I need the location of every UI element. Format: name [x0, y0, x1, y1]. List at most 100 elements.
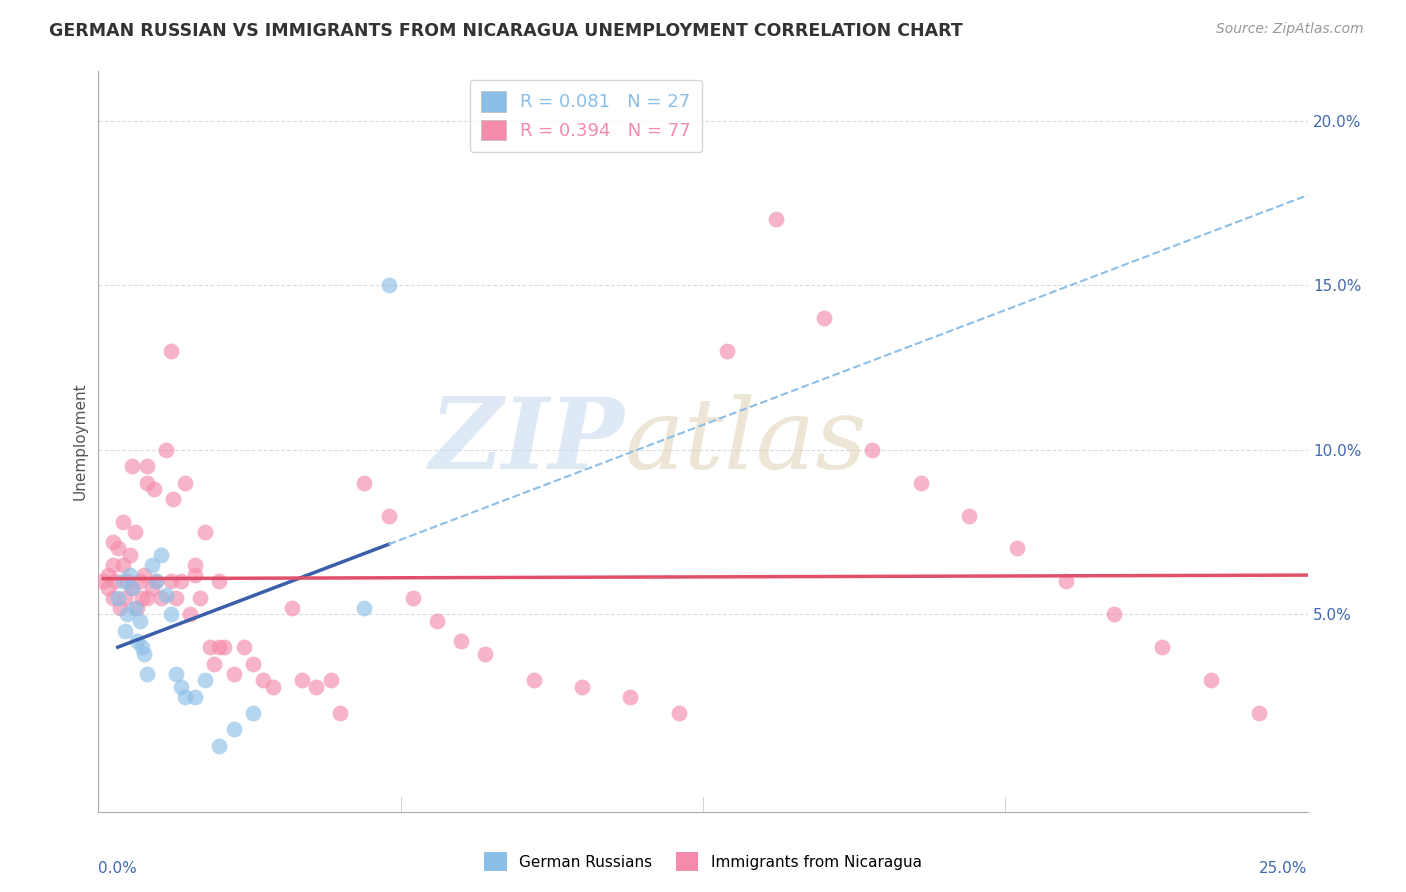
Point: [281, 600, 304, 615]
Text: Source: ZipAtlas.com: Source: ZipAtlas.com: [1216, 22, 1364, 37]
Point: [174, 690, 197, 704]
Point: [128, 614, 150, 628]
Point: [121, 459, 143, 474]
Point: [208, 640, 231, 655]
Point: [208, 574, 231, 589]
Point: [127, 633, 149, 648]
Point: [184, 690, 207, 704]
Point: [716, 344, 738, 359]
Point: [145, 574, 167, 589]
Point: [377, 508, 399, 523]
Point: [118, 567, 141, 582]
Point: [571, 680, 593, 694]
Point: [165, 666, 187, 681]
Point: [765, 212, 787, 227]
Point: [1007, 541, 1029, 556]
Point: [160, 344, 183, 359]
Text: ZIP: ZIP: [429, 393, 624, 490]
Y-axis label: Unemployment: Unemployment: [72, 383, 87, 500]
Point: [101, 591, 124, 605]
Point: [184, 567, 207, 582]
Point: [174, 475, 197, 490]
Point: [305, 680, 328, 694]
Point: [135, 475, 157, 490]
Point: [91, 574, 114, 589]
Point: [957, 508, 980, 523]
Point: [160, 607, 183, 622]
Point: [97, 567, 120, 582]
Text: 0.0%: 0.0%: [98, 861, 138, 876]
Point: [319, 673, 342, 687]
Point: [668, 706, 690, 720]
Point: [474, 647, 496, 661]
Point: [131, 640, 153, 655]
Point: [402, 591, 425, 605]
Point: [1199, 673, 1222, 687]
Point: [135, 666, 157, 681]
Point: [184, 558, 207, 572]
Legend: R = 0.081   N = 27, R = 0.394   N = 77: R = 0.081 N = 27, R = 0.394 N = 77: [470, 79, 702, 152]
Point: [145, 574, 167, 589]
Point: [204, 657, 226, 671]
Point: [104, 574, 127, 589]
Point: [179, 607, 201, 622]
Point: [198, 640, 221, 655]
Point: [232, 640, 254, 655]
Point: [252, 673, 274, 687]
Point: [124, 600, 146, 615]
Point: [121, 581, 143, 595]
Point: [134, 647, 156, 661]
Point: [143, 482, 166, 496]
Point: [1102, 607, 1125, 622]
Point: [114, 591, 136, 605]
Point: [128, 574, 150, 589]
Point: [121, 581, 143, 595]
Text: atlas: atlas: [624, 394, 868, 489]
Point: [242, 706, 264, 720]
Point: [160, 574, 183, 589]
Point: [212, 640, 235, 655]
Point: [619, 690, 641, 704]
Point: [242, 657, 264, 671]
Point: [1152, 640, 1174, 655]
Point: [141, 581, 163, 595]
Point: [134, 567, 156, 582]
Point: [155, 442, 177, 457]
Point: [155, 588, 177, 602]
Point: [97, 581, 120, 595]
Point: [111, 558, 134, 572]
Text: GERMAN RUSSIAN VS IMMIGRANTS FROM NICARAGUA UNEMPLOYMENT CORRELATION CHART: GERMAN RUSSIAN VS IMMIGRANTS FROM NICARA…: [49, 22, 963, 40]
Point: [194, 524, 217, 539]
Point: [111, 515, 134, 529]
Point: [150, 591, 173, 605]
Point: [165, 591, 187, 605]
Point: [208, 739, 231, 753]
Point: [910, 475, 932, 490]
Point: [141, 558, 163, 572]
Point: [101, 558, 124, 572]
Point: [150, 548, 173, 562]
Point: [135, 591, 157, 605]
Text: 25.0%: 25.0%: [1260, 861, 1308, 876]
Point: [813, 311, 835, 326]
Point: [107, 541, 129, 556]
Point: [169, 680, 191, 694]
Point: [127, 600, 149, 615]
Point: [169, 574, 191, 589]
Point: [188, 591, 211, 605]
Point: [1249, 706, 1271, 720]
Point: [426, 614, 449, 628]
Point: [114, 624, 136, 638]
Point: [117, 607, 139, 622]
Point: [1054, 574, 1077, 589]
Point: [108, 600, 131, 615]
Point: [222, 723, 245, 737]
Point: [117, 574, 139, 589]
Point: [135, 459, 157, 474]
Point: [353, 475, 375, 490]
Point: [101, 535, 124, 549]
Point: [118, 548, 141, 562]
Point: [194, 673, 217, 687]
Point: [860, 442, 883, 457]
Point: [131, 591, 153, 605]
